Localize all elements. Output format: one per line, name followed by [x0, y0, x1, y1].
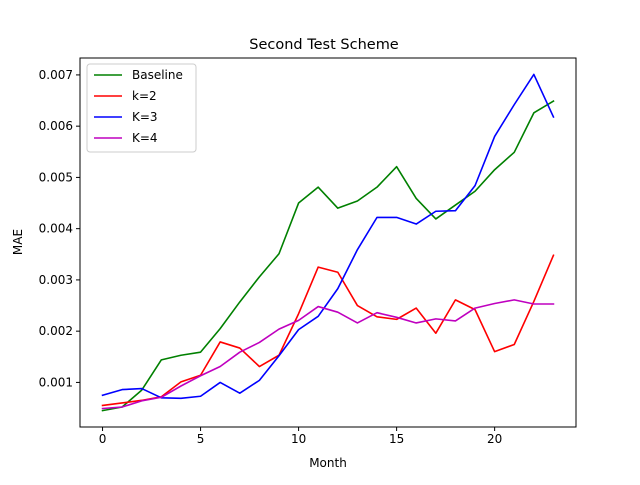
series-lines	[101, 73, 555, 412]
series-line-2	[101, 73, 555, 400]
legend-box	[86, 63, 197, 153]
series-line-3	[101, 299, 555, 410]
y-tick-label: 0.007	[39, 68, 73, 82]
plot-area-frame	[79, 57, 577, 428]
y-tick-label: 0.002	[39, 324, 73, 338]
series-line-0	[101, 99, 555, 412]
legend-label-0: Baseline	[132, 68, 183, 82]
x-axis-ticks: 0 5 10 15 20	[99, 427, 502, 446]
x-tick-label: 5	[197, 432, 205, 446]
legend-label-3: K=4	[132, 131, 158, 145]
chart-title: Second Test Scheme	[249, 37, 399, 53]
y-tick-label: 0.005	[39, 170, 73, 184]
y-axis-label: MAE	[11, 229, 25, 255]
x-tick-label: 10	[291, 432, 306, 446]
y-tick-label: 0.003	[39, 273, 73, 287]
y-axis-ticks: 0.001 0.002 0.003 0.004 0.005 0.006 0.007	[39, 68, 80, 389]
y-tick-label: 0.001	[39, 375, 73, 389]
series-line-1	[101, 254, 555, 407]
legend-label-1: k=2	[132, 89, 157, 103]
x-tick-label: 15	[389, 432, 404, 446]
x-axis-label: Month	[309, 456, 347, 470]
legend: Baseline k=2 K=3 K=4	[86, 63, 197, 153]
y-tick-label: 0.006	[39, 119, 73, 133]
x-tick-label: 20	[487, 432, 502, 446]
x-tick-label: 0	[99, 432, 107, 446]
legend-label-2: K=3	[132, 110, 158, 124]
y-tick-label: 0.004	[39, 222, 73, 236]
